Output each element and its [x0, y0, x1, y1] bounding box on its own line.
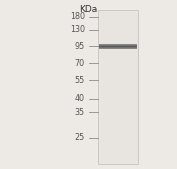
Bar — [98, 10, 138, 164]
Text: 130: 130 — [70, 25, 85, 34]
Text: 25: 25 — [75, 133, 85, 142]
Text: KDa: KDa — [79, 5, 98, 14]
Text: 180: 180 — [70, 12, 85, 21]
Text: 35: 35 — [75, 108, 85, 117]
Text: 95: 95 — [75, 42, 85, 51]
Text: 55: 55 — [75, 76, 85, 85]
Text: 40: 40 — [75, 94, 85, 103]
Text: 70: 70 — [75, 59, 85, 68]
